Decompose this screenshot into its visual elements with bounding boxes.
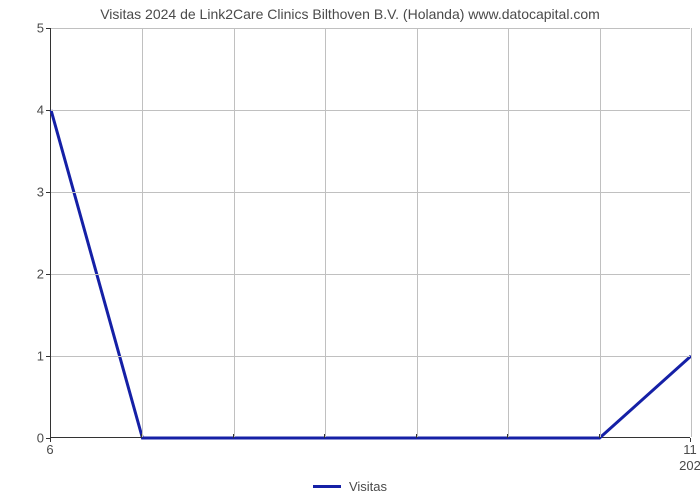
line-series-svg [51,28,691,438]
legend-swatch [313,485,341,488]
x-sub-label: 202 [679,458,700,473]
x-tick-mark-minor [141,434,142,438]
gridline-v [691,28,692,437]
chart-container: Visitas 2024 de Link2Care Clinics Biltho… [0,0,700,500]
y-tick-mark [46,28,50,29]
gridline-v [325,28,326,437]
y-tick-mark [46,356,50,357]
y-tick-label: 5 [4,21,44,36]
gridline-h [51,110,690,111]
x-tick-label: 6 [46,442,53,457]
gridline-h [51,192,690,193]
y-tick-label: 4 [4,103,44,118]
chart-title: Visitas 2024 de Link2Care Clinics Biltho… [0,6,700,22]
x-tick-mark-minor [416,434,417,438]
plot-area [50,28,690,438]
y-tick-mark [46,192,50,193]
gridline-h [51,28,690,29]
x-tick-mark-minor [599,434,600,438]
x-tick-mark-minor [324,434,325,438]
gridline-h [51,356,690,357]
gridline-v [142,28,143,437]
y-tick-label: 3 [4,185,44,200]
gridline-h [51,274,690,275]
y-tick-mark [46,274,50,275]
legend-label: Visitas [349,479,387,494]
y-tick-label: 0 [4,431,44,446]
legend: Visitas [0,478,700,494]
gridline-v [600,28,601,437]
x-tick-mark-minor [233,434,234,438]
x-tick-label: 11 [683,442,697,457]
gridline-v [417,28,418,437]
y-tick-mark [46,110,50,111]
gridline-v [234,28,235,437]
y-tick-label: 2 [4,267,44,282]
x-tick-mark-minor [507,434,508,438]
y-tick-label: 1 [4,349,44,364]
gridline-v [508,28,509,437]
